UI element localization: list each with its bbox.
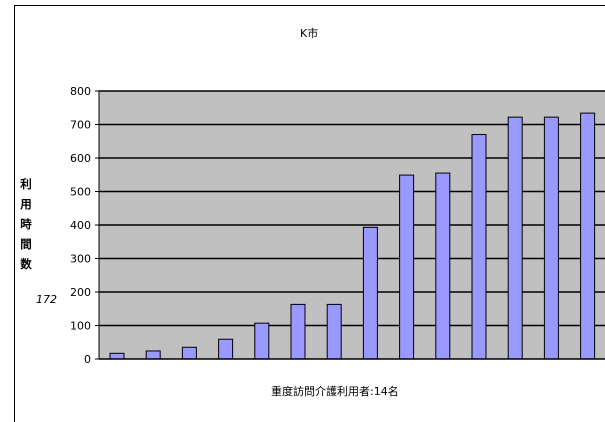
bar	[507, 116, 523, 360]
bar	[109, 352, 125, 360]
x-axis-label: 重度訪問介護利用者:14名	[271, 385, 399, 398]
y-tick-label: 500	[70, 186, 91, 199]
y-tick-label: 0	[84, 353, 91, 366]
bar	[399, 174, 415, 360]
bar	[290, 303, 306, 360]
y-tick-label: 300	[70, 253, 91, 266]
bar	[471, 134, 487, 360]
bar	[218, 338, 234, 360]
y-tick-label: 700	[70, 119, 91, 132]
y-tick-label: 400	[70, 219, 91, 232]
bar	[543, 116, 559, 360]
y-tick-label: 600	[70, 152, 91, 165]
chart-title: K市	[300, 27, 319, 40]
bar	[580, 112, 596, 360]
bar	[181, 346, 197, 360]
bar	[145, 350, 161, 360]
y-tick-label: 800	[70, 85, 91, 98]
bar	[326, 303, 342, 360]
side-note: 172	[36, 293, 57, 306]
y-tick-label: 200	[70, 286, 91, 299]
bar	[435, 172, 451, 360]
bar	[362, 226, 378, 360]
y-axis-label: 利用時間数	[20, 177, 32, 271]
bar	[254, 322, 270, 360]
y-tick-label: 100	[70, 320, 91, 333]
